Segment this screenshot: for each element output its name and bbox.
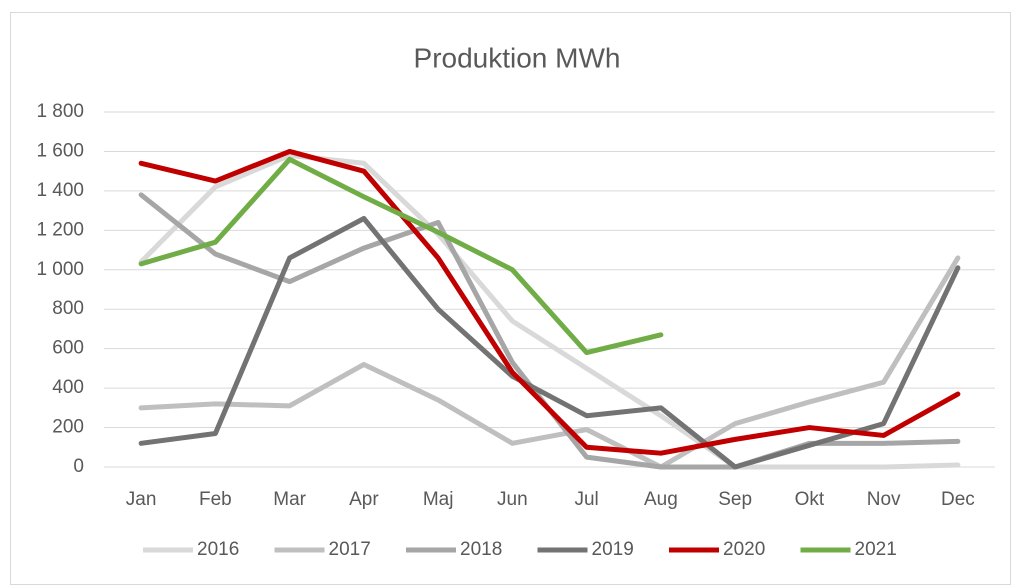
x-tick-label: Maj [423,489,454,510]
x-tick-label: Sep [718,489,752,510]
y-tick-label: 0 [73,456,84,477]
x-tick-label: Feb [199,489,232,510]
series-line [138,255,961,470]
y-tick-label: 1 800 [36,101,84,122]
x-tick-label: Apr [349,489,379,510]
x-tick-label: Okt [795,489,825,510]
legend-label: 2016 [197,539,239,560]
legend-label: 2019 [592,539,634,560]
y-tick-label: 600 [52,338,84,359]
legend-label: 2021 [855,539,897,560]
y-tick-label: 1 200 [36,219,84,240]
x-tick-label: Aug [644,489,678,510]
series-line [138,148,961,456]
legend-label: 2020 [723,539,765,560]
chart-title: Produktion MWh [414,42,621,73]
chart-border [10,12,1011,585]
x-tick-label: Nov [867,489,901,510]
y-tick-label: 200 [52,417,84,438]
legend-label: 2018 [460,539,502,560]
series-line [138,152,961,470]
series-line [138,156,664,356]
y-tick-label: 1 400 [36,180,84,201]
y-tick-label: 1 000 [36,259,84,280]
x-tick-label: Jul [574,489,598,510]
x-tick-label: Mar [273,489,306,510]
y-tick-label: 1 600 [36,140,84,161]
x-tick-label: Jan [126,489,157,510]
y-tick-label: 800 [52,298,84,319]
x-tick-label: Jun [497,489,528,510]
legend-label: 2017 [329,539,371,560]
x-tick-label: Dec [941,489,975,510]
series-line [138,216,961,470]
y-tick-label: 400 [52,377,84,398]
